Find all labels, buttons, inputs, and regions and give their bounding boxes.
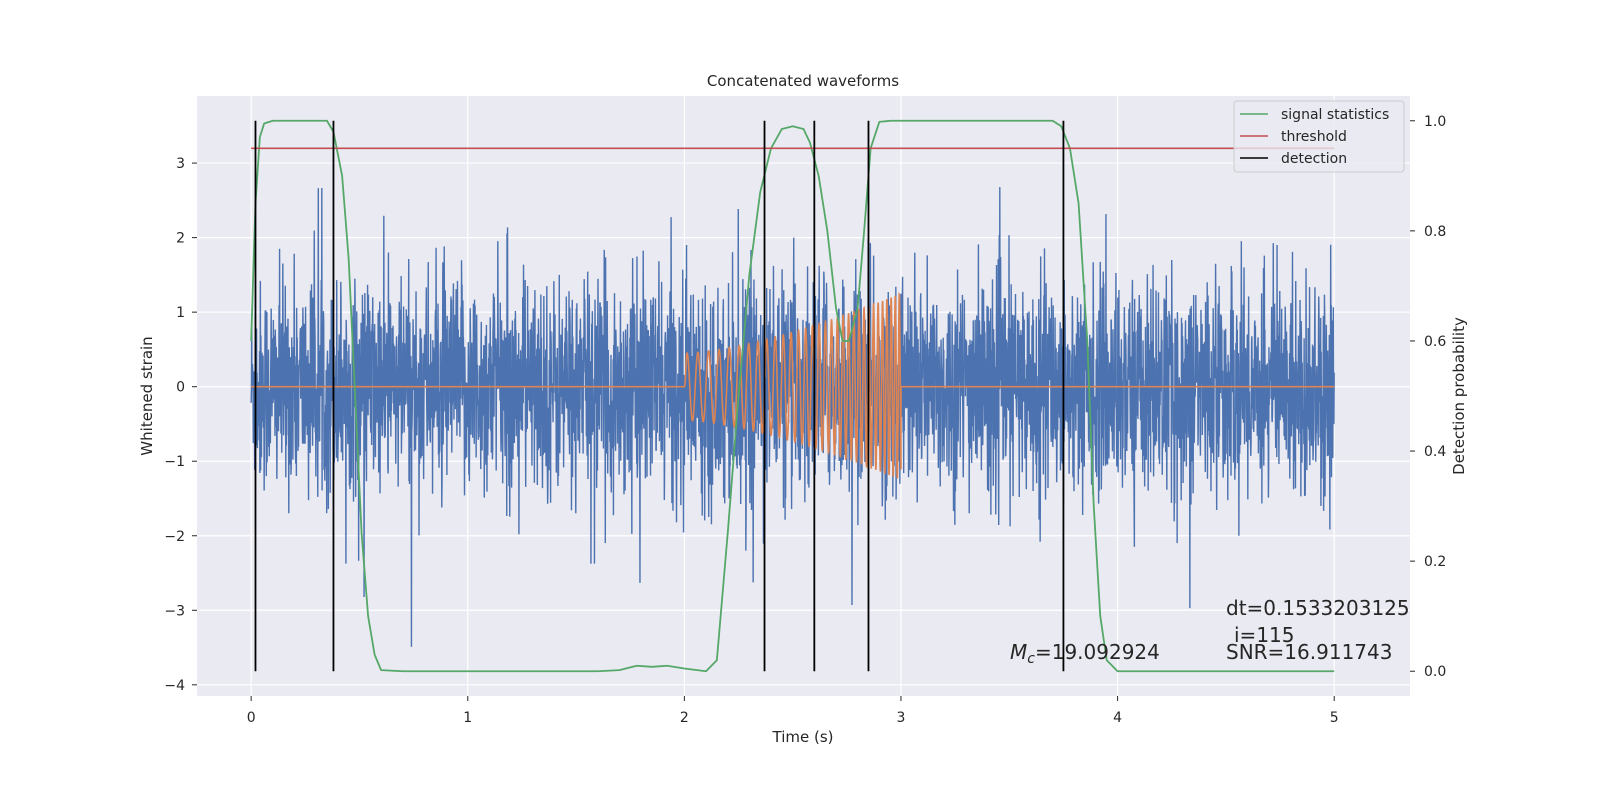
x-tick-label: 1 (463, 710, 472, 726)
x-tick-label: 3 (897, 710, 906, 726)
y-left-tick-label: −4 (164, 678, 185, 694)
y-left-tick-label: 3 (176, 156, 185, 172)
series-signal-statistics (250, 119, 1335, 673)
y-left-tick-label: 1 (176, 305, 185, 321)
index-annotation: i=115 (1234, 623, 1295, 647)
chirp-mass-symbol: M (1010, 640, 1027, 664)
snr-annotation: SNR=16.911743 (1226, 640, 1392, 664)
x-tick-label: 4 (1113, 710, 1122, 726)
signal-statistics-line (250, 119, 1335, 673)
y-left-tick-label: −1 (164, 454, 185, 470)
dt-annotation: dt=0.1533203125 (1226, 596, 1410, 620)
x-axis-ticks: 0 1 2 3 4 5 (247, 696, 1339, 726)
y-right-tick-label: 0.4 (1424, 444, 1446, 460)
chart-title: Concatenated waveforms (707, 72, 899, 90)
y-left-tick-label: −3 (164, 603, 185, 619)
y-right-tick-label: 0.0 (1424, 664, 1446, 680)
y-left-tick-label: 2 (176, 231, 185, 247)
y-right-axis-label: Detection probability (1450, 317, 1468, 475)
legend: signal statistics threshold detection (1233, 100, 1405, 173)
chirp-mass-annotation: Mc=19.092924 (1010, 640, 1160, 667)
y-right-tick-label: 0.2 (1424, 554, 1446, 570)
series-detection (254, 120, 1065, 672)
y-right-tick-label: 0.6 (1424, 334, 1446, 350)
chirp-mass-value: =19.092924 (1035, 640, 1160, 664)
series-injected-waveform (251, 291, 1335, 479)
x-tick-label: 0 (247, 710, 256, 726)
x-tick-label: 2 (680, 710, 689, 726)
legend-label-signal-statistics: signal statistics (1281, 107, 1389, 123)
legend-label-threshold: threshold (1281, 129, 1347, 145)
chirp-mass-subscript: c (1027, 651, 1035, 667)
y-right-tick-label: 0.8 (1424, 224, 1446, 240)
y-right-axis-ticks: 0.0 0.2 0.4 0.6 0.8 1.0 (1410, 114, 1446, 680)
injected-waveform-line (251, 291, 1335, 479)
y-right-tick-label: 1.0 (1424, 114, 1446, 130)
y-left-tick-label: −2 (164, 529, 185, 545)
y-left-axis-label: Whitened strain (138, 336, 156, 455)
legend-label-detection: detection (1281, 151, 1347, 167)
y-left-tick-label: 0 (176, 380, 185, 396)
x-tick-label: 5 (1330, 710, 1339, 726)
x-axis-label: Time (s) (772, 728, 834, 746)
y-left-axis-ticks: −4 −3 −2 −1 0 1 2 3 (164, 156, 197, 694)
